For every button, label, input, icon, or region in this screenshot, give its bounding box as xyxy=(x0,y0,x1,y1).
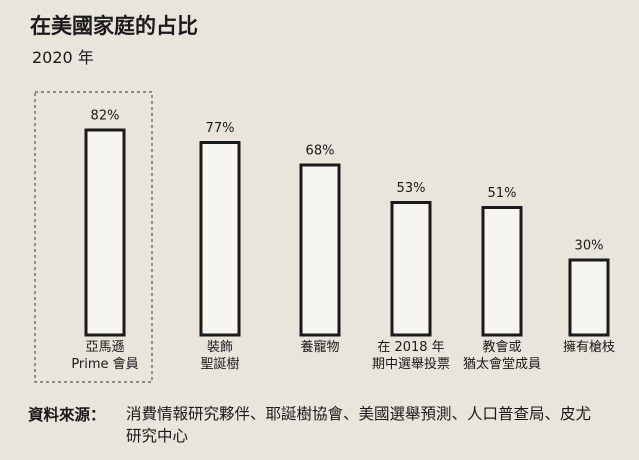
source-label: 資料來源： xyxy=(28,406,106,424)
bar xyxy=(84,128,126,337)
bar xyxy=(481,206,523,337)
value-label: 68% xyxy=(306,144,335,159)
x-tick-label: 教會或 猶太會堂成員 xyxy=(462,340,541,372)
bar xyxy=(199,141,241,337)
x-tick-label: 裝飾 聖誕樹 xyxy=(200,340,240,372)
source: 消費情報研究夥伴、耶誕樹協會、美國選舉預測、人口普查局、皮尤研究中心 xyxy=(126,405,592,445)
x-tick-label: 亞馬遜 Prime 會員 xyxy=(71,340,139,372)
bar xyxy=(299,163,341,337)
bar xyxy=(568,258,610,337)
bar xyxy=(390,201,432,337)
x-tick-label: 養寵物 xyxy=(300,340,340,355)
value-label: 51% xyxy=(488,186,517,201)
value-label: 30% xyxy=(575,239,604,254)
x-tick-label: 在 2018 年 期中選舉投票 xyxy=(371,340,450,372)
chart-subtitle: 2020 年 xyxy=(32,48,94,67)
value-label: 77% xyxy=(206,121,235,136)
chart-title: 在美國家庭的占比 xyxy=(30,14,198,38)
highlight-box xyxy=(34,91,153,383)
x-tick-label: 擁有槍枝 xyxy=(562,340,615,355)
value-label: 82% xyxy=(91,109,120,124)
value-label: 53% xyxy=(397,181,426,196)
